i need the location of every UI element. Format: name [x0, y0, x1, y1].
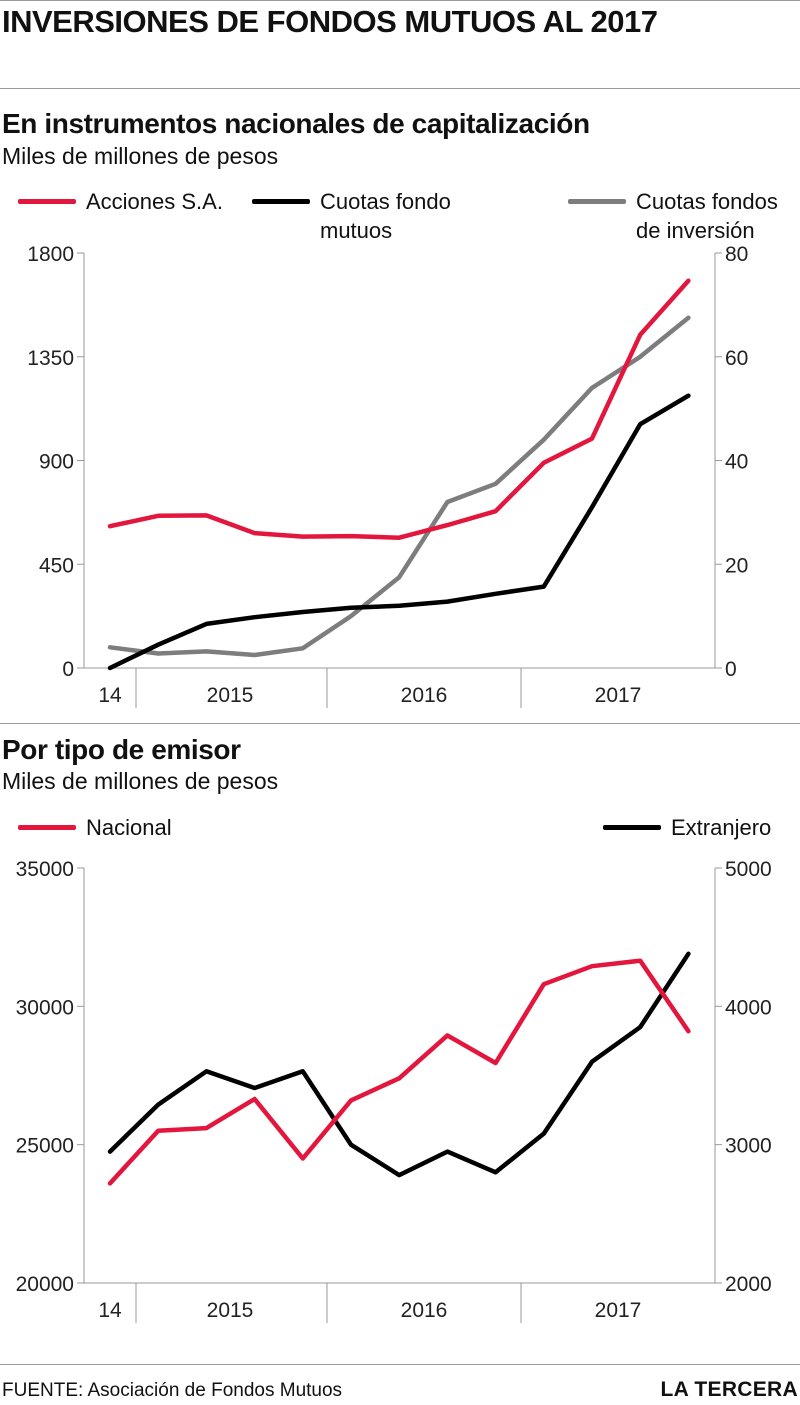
y-right-tick-label: 2000 [725, 1273, 772, 1296]
x-tick-label: 14 [98, 684, 122, 707]
chart1-svg: 1800 1350 900 450 0 80 60 40 20 0 14 2015 2016 2017 [27, 243, 748, 708]
y-left-tick-label: 450 [39, 554, 74, 577]
y-right-tick-label: 80 [725, 243, 748, 266]
legend-cuotas-fondos-inversion-swatch [568, 199, 626, 204]
y-right-tick-label: 3000 [725, 1135, 772, 1158]
y-left-tick-label: 35000 [16, 858, 74, 881]
x-tick-label: 2017 [595, 1299, 642, 1322]
y-left-tick-label: 900 [39, 451, 74, 474]
y-left-tick-label: 30000 [16, 996, 74, 1019]
legend-extranjero-label: Extranjero [671, 815, 772, 840]
y-right-tick-label: 5000 [725, 858, 772, 881]
series-line-acciones-s-a [107, 278, 691, 540]
footer-rule [0, 1364, 800, 1365]
x-tick-label: 2015 [207, 1299, 254, 1322]
legend-cuotas-fondos-inversion-label: Cuotas fondos de inversión [636, 189, 778, 243]
main-title: INVERSIONES DE FONDOS MUTUOS AL 2017 [2, 4, 658, 39]
y-right-tick-label: 0 [725, 658, 737, 681]
y-left-tick-label: 25000 [16, 1135, 74, 1158]
x-tick-label: 2015 [207, 684, 254, 707]
chart1-title: En instrumentos nacionales de capitaliza… [2, 108, 590, 139]
footer-brand-logo: LA TERCERA [660, 1378, 798, 1401]
y-left-tick-label: 20000 [16, 1273, 74, 1296]
top-rule [0, 0, 800, 1]
legend-nacional-label: Nacional [86, 815, 172, 840]
x-tick-label: 2017 [595, 684, 642, 707]
series-line-extranjero [107, 951, 691, 1178]
title-rule [0, 88, 800, 89]
series-line-cuotas-fondo-mutuos [107, 393, 691, 671]
legend-cuotas-fondo-mutuos-swatch [252, 199, 310, 204]
legend-acciones-label: Acciones S.A. [86, 189, 223, 214]
x-tick-label: 14 [98, 1299, 122, 1322]
y-left-tick-label: 1350 [27, 347, 74, 370]
chart2-title: Por tipo de emisor [2, 734, 241, 765]
y-left-tick-label: 1800 [27, 243, 74, 266]
series-line-nacional [107, 958, 691, 1186]
legend-extranjero-swatch [603, 825, 661, 830]
footer-source: FUENTE: Asociación de Fondos Mutuos [2, 1380, 343, 1401]
legend-acciones-swatch [18, 199, 76, 204]
x-tick-label: 2016 [401, 684, 448, 707]
y-right-tick-label: 20 [725, 554, 748, 577]
chart2-subtitle: Miles de millones de pesos [2, 768, 279, 794]
y-right-tick-label: 4000 [725, 996, 772, 1019]
chart1-subtitle: Miles de millones de pesos [2, 143, 279, 169]
y-right-tick-label: 40 [725, 451, 748, 474]
section-divider [0, 723, 800, 724]
x-tick-label: 2016 [401, 1299, 448, 1322]
chart2-svg: 35000 30000 25000 20000 5000 4000 3000 2000 14 20… [16, 858, 772, 1323]
legend-nacional-swatch [18, 825, 76, 830]
y-right-tick-label: 60 [725, 347, 748, 370]
legend-cuotas-fondo-mutuos-label: Cuotas fondo mutuos [320, 189, 451, 243]
y-left-tick-label: 0 [62, 658, 74, 681]
